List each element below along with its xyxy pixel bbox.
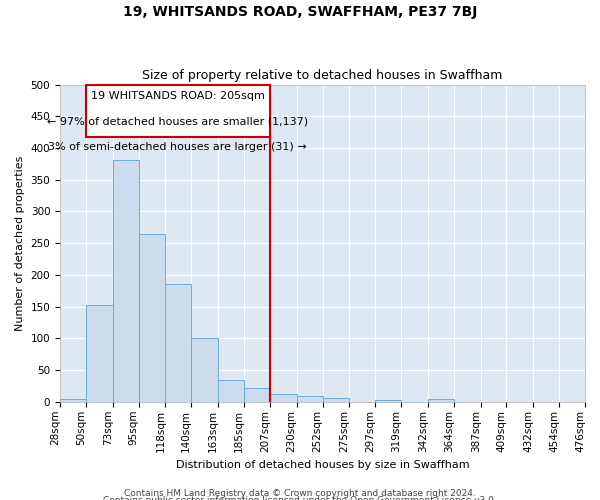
Text: ← 97% of detached houses are smaller (1,137): ← 97% of detached houses are smaller (1,… [47,116,308,126]
Bar [113,160,139,402]
Text: Contains public sector information licensed under the Open Government Licence v3: Contains public sector information licen… [103,496,497,500]
Bar [166,284,191,402]
Bar [428,400,454,402]
Bar [244,388,270,402]
Bar [270,394,297,402]
Title: Size of property relative to detached houses in Swaffham: Size of property relative to detached ho… [142,69,503,82]
FancyBboxPatch shape [86,84,270,136]
Bar [323,398,349,402]
Bar [375,400,401,402]
Text: 3% of semi-detached houses are larger (31) →: 3% of semi-detached houses are larger (3… [49,142,307,152]
Y-axis label: Number of detached properties: Number of detached properties [15,156,25,331]
Text: 19, WHITSANDS ROAD, SWAFFHAM, PE37 7BJ: 19, WHITSANDS ROAD, SWAFFHAM, PE37 7BJ [123,5,477,19]
Bar [191,338,218,402]
Text: Contains HM Land Registry data © Crown copyright and database right 2024.: Contains HM Land Registry data © Crown c… [124,488,476,498]
X-axis label: Distribution of detached houses by size in Swaffham: Distribution of detached houses by size … [176,460,469,470]
Bar [297,396,323,402]
Text: 19 WHITSANDS ROAD: 205sqm: 19 WHITSANDS ROAD: 205sqm [91,91,265,101]
Bar [60,398,86,402]
Bar [86,305,113,402]
Bar [218,380,244,402]
Bar [139,234,166,402]
